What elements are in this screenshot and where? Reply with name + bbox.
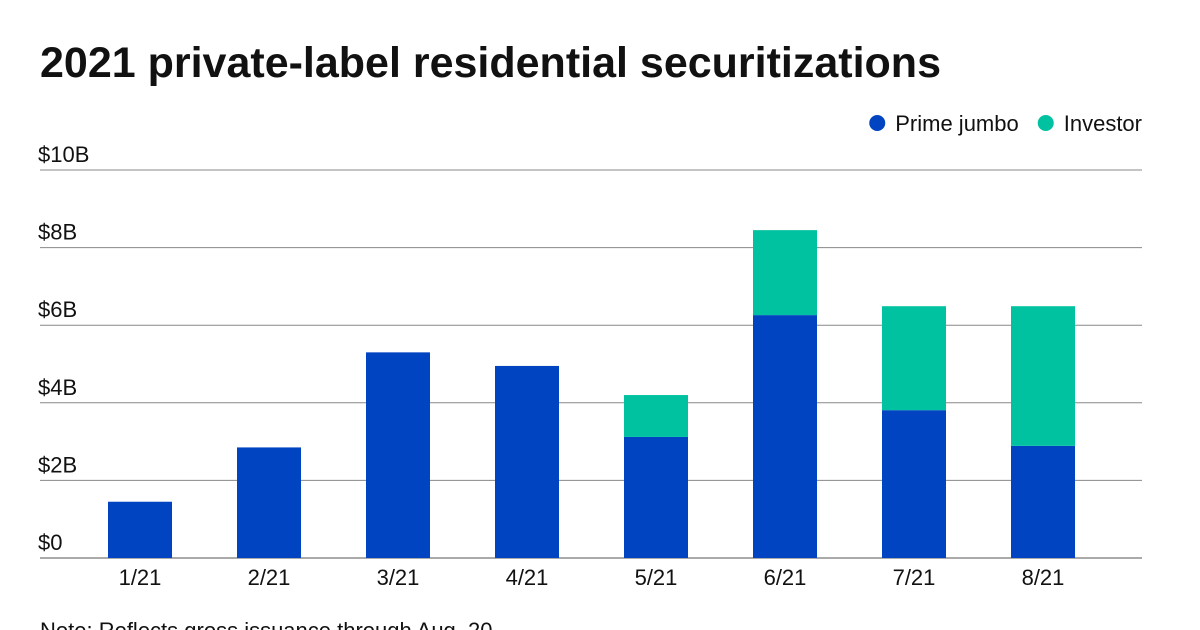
bar-segment xyxy=(495,365,559,558)
bar-segment xyxy=(753,315,817,558)
x-tick-label: 2/21 xyxy=(248,565,291,590)
x-tick-label: 1/21 xyxy=(119,565,162,590)
x-tick-label: 4/21 xyxy=(506,565,549,590)
bar-segment xyxy=(882,410,946,558)
bar-segment xyxy=(237,447,301,558)
x-tick-label: 5/21 xyxy=(635,565,678,590)
y-tick-label: $0 xyxy=(38,530,62,555)
bar-segment xyxy=(1011,306,1075,446)
x-tick-label: 8/21 xyxy=(1022,565,1065,590)
legend-marker xyxy=(869,115,886,131)
x-tick-label: 7/21 xyxy=(893,565,936,590)
chart-note: Note: Reflects gross issuance through Au… xyxy=(40,618,492,630)
x-tick-label: 6/21 xyxy=(764,565,807,590)
y-tick-label: $10B xyxy=(38,142,89,167)
chart-title: 2021 private-label residential securitiz… xyxy=(40,39,941,87)
bar-segment xyxy=(366,352,430,558)
bar-segment xyxy=(108,501,172,558)
x-tick-label: 3/21 xyxy=(377,565,420,590)
y-tick-label: $4B xyxy=(38,375,77,400)
bar-segment xyxy=(624,395,688,437)
bar-segment xyxy=(882,306,946,411)
bar-segment xyxy=(624,436,688,558)
legend-label: Prime jumbo xyxy=(895,111,1018,136)
y-tick-label: $2B xyxy=(38,452,77,477)
bar-segment xyxy=(753,230,817,316)
bar-segment xyxy=(1011,445,1075,558)
legend-marker xyxy=(1037,115,1054,131)
legend-label: Investor xyxy=(1064,111,1142,136)
y-tick-label: $8B xyxy=(38,220,77,245)
y-tick-label: $6B xyxy=(38,297,77,322)
